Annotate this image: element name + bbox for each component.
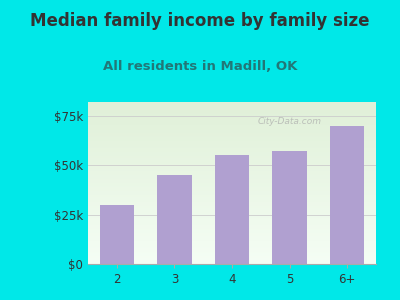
Bar <box>157 175 192 264</box>
Text: City-Data.com: City-Data.com <box>258 117 322 126</box>
Text: All residents in Madill, OK: All residents in Madill, OK <box>103 60 297 73</box>
Bar <box>100 205 134 264</box>
Bar <box>330 126 364 264</box>
Bar <box>272 152 307 264</box>
Text: Median family income by family size: Median family income by family size <box>30 12 370 30</box>
Bar <box>215 155 249 264</box>
